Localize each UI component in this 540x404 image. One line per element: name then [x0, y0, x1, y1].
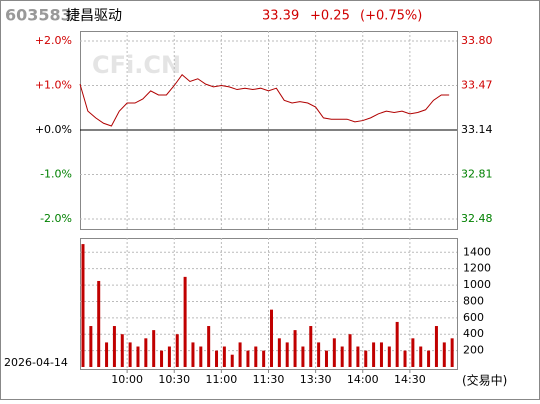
volume-bar	[246, 350, 250, 367]
volume-bar	[403, 350, 407, 367]
y-tick-label: 1200	[463, 262, 491, 275]
status-label: (交易中)	[462, 373, 507, 388]
y-tick-label: 800	[463, 294, 484, 307]
volume-bar	[419, 346, 423, 367]
volume-bar	[450, 338, 454, 367]
volume-bar	[293, 330, 297, 367]
volume-bar	[81, 244, 85, 367]
x-tick-label: 10:30	[158, 373, 190, 386]
volume-bar	[285, 342, 289, 367]
y-tick-label: -1.0%	[40, 168, 72, 181]
y-tick-label: +2.0%	[35, 34, 72, 47]
volume-bar	[89, 326, 93, 367]
volume-bar	[317, 342, 321, 367]
volume-bar	[112, 326, 116, 367]
price-line	[79, 73, 450, 127]
volume-bar	[183, 276, 187, 367]
x-tick-label: 14:30	[394, 373, 426, 386]
volume-bar	[207, 326, 211, 367]
x-tick-label: 11:30	[253, 373, 285, 386]
x-tick-label: 14:00	[347, 373, 379, 386]
volume-bar	[191, 342, 195, 367]
volume-bar	[427, 350, 431, 367]
y2-tick-label: 32.48	[461, 212, 493, 225]
volume-bar	[411, 338, 415, 367]
volume-bar	[270, 309, 273, 367]
volume-bar	[434, 326, 438, 367]
volume-bar	[340, 346, 344, 367]
stock-name: 捷昌驱动	[66, 8, 122, 24]
y2-tick-label: 33.14	[461, 123, 493, 136]
volume-bar	[387, 346, 391, 367]
y-tick-label: 600	[463, 311, 484, 324]
volume-bar	[222, 346, 226, 367]
x-tick-label: 11:00	[206, 373, 238, 386]
watermark: CFi.CN	[92, 51, 181, 79]
x-tick-label: 10:00	[111, 373, 143, 386]
change: +0.25	[310, 9, 350, 24]
volume-bar	[379, 342, 383, 367]
volume-bar	[442, 342, 446, 367]
y2-tick-label: 32.81	[461, 168, 493, 181]
volume-bar	[167, 346, 171, 367]
volume-bar	[215, 350, 219, 367]
volume-bar	[238, 342, 242, 367]
volume-bar	[152, 330, 156, 367]
volume-bar	[97, 280, 101, 367]
y-tick-label: +1.0%	[35, 79, 72, 92]
volume-bar	[364, 350, 368, 367]
y-tick-label: -2.0%	[40, 212, 72, 225]
y-tick-label: 1400	[463, 245, 491, 258]
volume-bar	[254, 346, 258, 367]
volume-bar	[324, 350, 328, 367]
volume-bar	[136, 346, 140, 367]
volume-bar	[175, 334, 179, 367]
y2-tick-label: 33.80	[461, 34, 493, 47]
volume-bar	[301, 346, 305, 367]
volume-bar	[160, 350, 164, 367]
y-tick-label: 400	[463, 327, 484, 340]
volume-bar	[372, 342, 376, 367]
volume-bar	[348, 334, 352, 367]
volume-bar	[356, 346, 360, 367]
y-tick-label: +0.0%	[35, 123, 72, 136]
y-tick-label: 1000	[463, 278, 491, 291]
volume-bar	[277, 338, 281, 367]
date-label: 2026-04-14	[4, 356, 68, 369]
x-tick-label: 13:30	[300, 373, 332, 386]
volume-bar	[332, 338, 336, 367]
volume-bar	[128, 342, 132, 367]
stock-code: 603583	[5, 6, 72, 25]
change-pct: (+0.75%)	[360, 9, 422, 24]
volume-bar	[105, 342, 109, 367]
volume-bar	[230, 354, 234, 367]
volume-bar	[199, 346, 203, 367]
volume-bar	[144, 338, 148, 367]
volume-bar	[262, 350, 266, 367]
price: 33.39	[262, 9, 299, 24]
y-tick-label: 200	[463, 344, 484, 357]
volume-bar	[309, 326, 313, 367]
y2-tick-label: 33.47	[461, 79, 493, 92]
volume-bar	[120, 334, 124, 367]
volume-bar	[395, 321, 399, 367]
